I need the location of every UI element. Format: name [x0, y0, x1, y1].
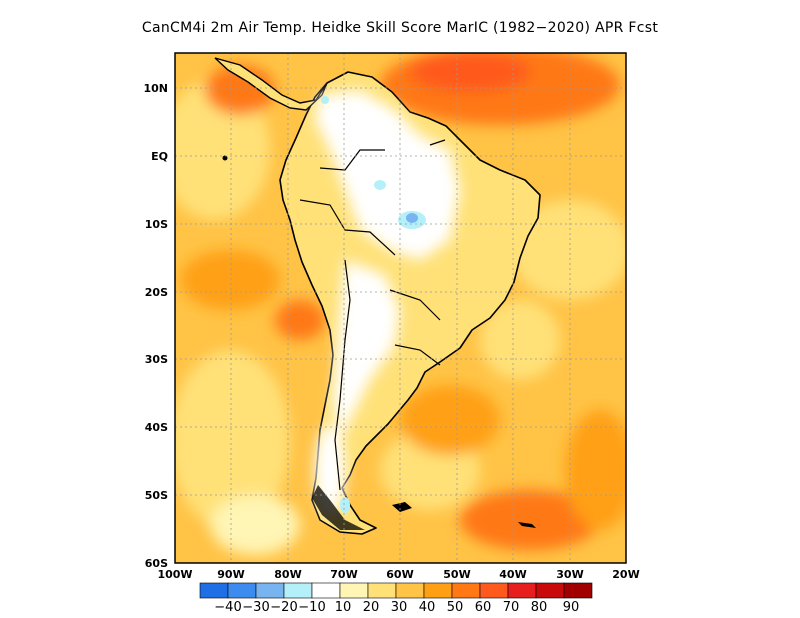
- colorbar-swatch: [451, 582, 481, 599]
- colorbar-label: −30: [242, 600, 269, 615]
- lat-label: 10S: [145, 218, 168, 231]
- colorbar-swatch: [311, 582, 341, 599]
- field-light-pacific-n: [175, 80, 270, 220]
- lon-labels: 100W 90W 80W 70W 60W 50W 40W 30W 20W: [157, 568, 639, 581]
- galapagos: [222, 155, 228, 161]
- field-neg-20: [406, 213, 418, 223]
- lon-label: 30W: [556, 568, 583, 581]
- colorbar-swatch: [367, 582, 397, 599]
- lat-label: EQ: [151, 150, 168, 163]
- skill-field: [175, 53, 626, 563]
- colorbar-label: 80: [531, 600, 548, 615]
- field-pale-southwest: [210, 495, 300, 555]
- lon-label: 70W: [330, 568, 357, 581]
- colorbar-label: 30: [391, 600, 408, 615]
- colorbar-labels: −40 −30 −20 −10 10 20 30 40 50 60 70 80 …: [214, 600, 579, 615]
- colorbar-label: −10: [298, 600, 325, 615]
- lon-label: 20W: [612, 568, 639, 581]
- colorbar-swatch: [535, 582, 565, 599]
- south-georgia: [518, 522, 536, 528]
- colorbar-swatch: [479, 582, 509, 599]
- field-light-atlantic-2: [480, 300, 560, 380]
- colorbar-swatch: [395, 582, 425, 599]
- colorbar-label: 90: [563, 600, 580, 615]
- falkland-islands: [392, 502, 412, 512]
- lon-label: 60W: [386, 568, 413, 581]
- colorbar-label: 70: [503, 600, 520, 615]
- field-strong-mid: [400, 385, 500, 455]
- lon-label: 40W: [499, 568, 526, 581]
- lon-label: 50W: [443, 568, 470, 581]
- graticule: [175, 53, 626, 563]
- lon-label: 100W: [157, 568, 192, 581]
- central-america: [214, 57, 328, 111]
- colorbar-swatch: [423, 582, 453, 599]
- lat-label: 40S: [145, 421, 168, 434]
- colorbar-label: −40: [214, 600, 241, 615]
- lat-label: 10N: [143, 82, 168, 95]
- colorbar-label: 40: [419, 600, 436, 615]
- colorbar-label: 60: [475, 600, 492, 615]
- colorbar-swatch: [563, 582, 593, 599]
- colorbar-label: 50: [447, 600, 464, 615]
- map-frame: [174, 52, 627, 564]
- lat-label: 60S: [145, 557, 168, 570]
- field-neg-small-1: [374, 180, 386, 190]
- colorbar-swatch: [507, 582, 537, 599]
- field-strong-east: [565, 410, 626, 530]
- field-light-pacific-s: [175, 350, 290, 530]
- field-strong-south-atlantic: [460, 490, 600, 550]
- lat-label: 50S: [145, 489, 168, 502]
- colorbar-swatch: [255, 582, 285, 599]
- colorbar-swatch: [227, 582, 257, 599]
- lat-label: 30S: [145, 353, 168, 366]
- field-light-atlantic: [510, 200, 626, 300]
- field-strongest-caribbean: [410, 53, 530, 92]
- lat-label: 20S: [145, 286, 168, 299]
- field-neg-small-2: [321, 96, 329, 104]
- colorbar-swatch: [199, 582, 229, 599]
- colorbar-swatch: [283, 582, 313, 599]
- lon-label: 80W: [274, 568, 301, 581]
- tierra-del-fuego: [312, 485, 365, 530]
- field-neg-small-3: [340, 497, 350, 513]
- map-title: CanCM4i 2m Air Temp. Heidke Skill Score …: [141, 20, 659, 36]
- field-strong-pacific: [180, 250, 280, 310]
- colorbar: [199, 582, 593, 599]
- colorbar-label: −20: [270, 600, 297, 615]
- field-strong-pacific-2: [275, 300, 325, 340]
- colorbar-label: 10: [335, 600, 352, 615]
- country-borders: [299, 139, 446, 491]
- colorbar-swatch: [339, 582, 369, 599]
- lon-label: 90W: [217, 568, 244, 581]
- lat-labels: 10N EQ 10S 20S 30S 40S 50S 60S: [143, 82, 168, 570]
- colorbar-label: 20: [363, 600, 380, 615]
